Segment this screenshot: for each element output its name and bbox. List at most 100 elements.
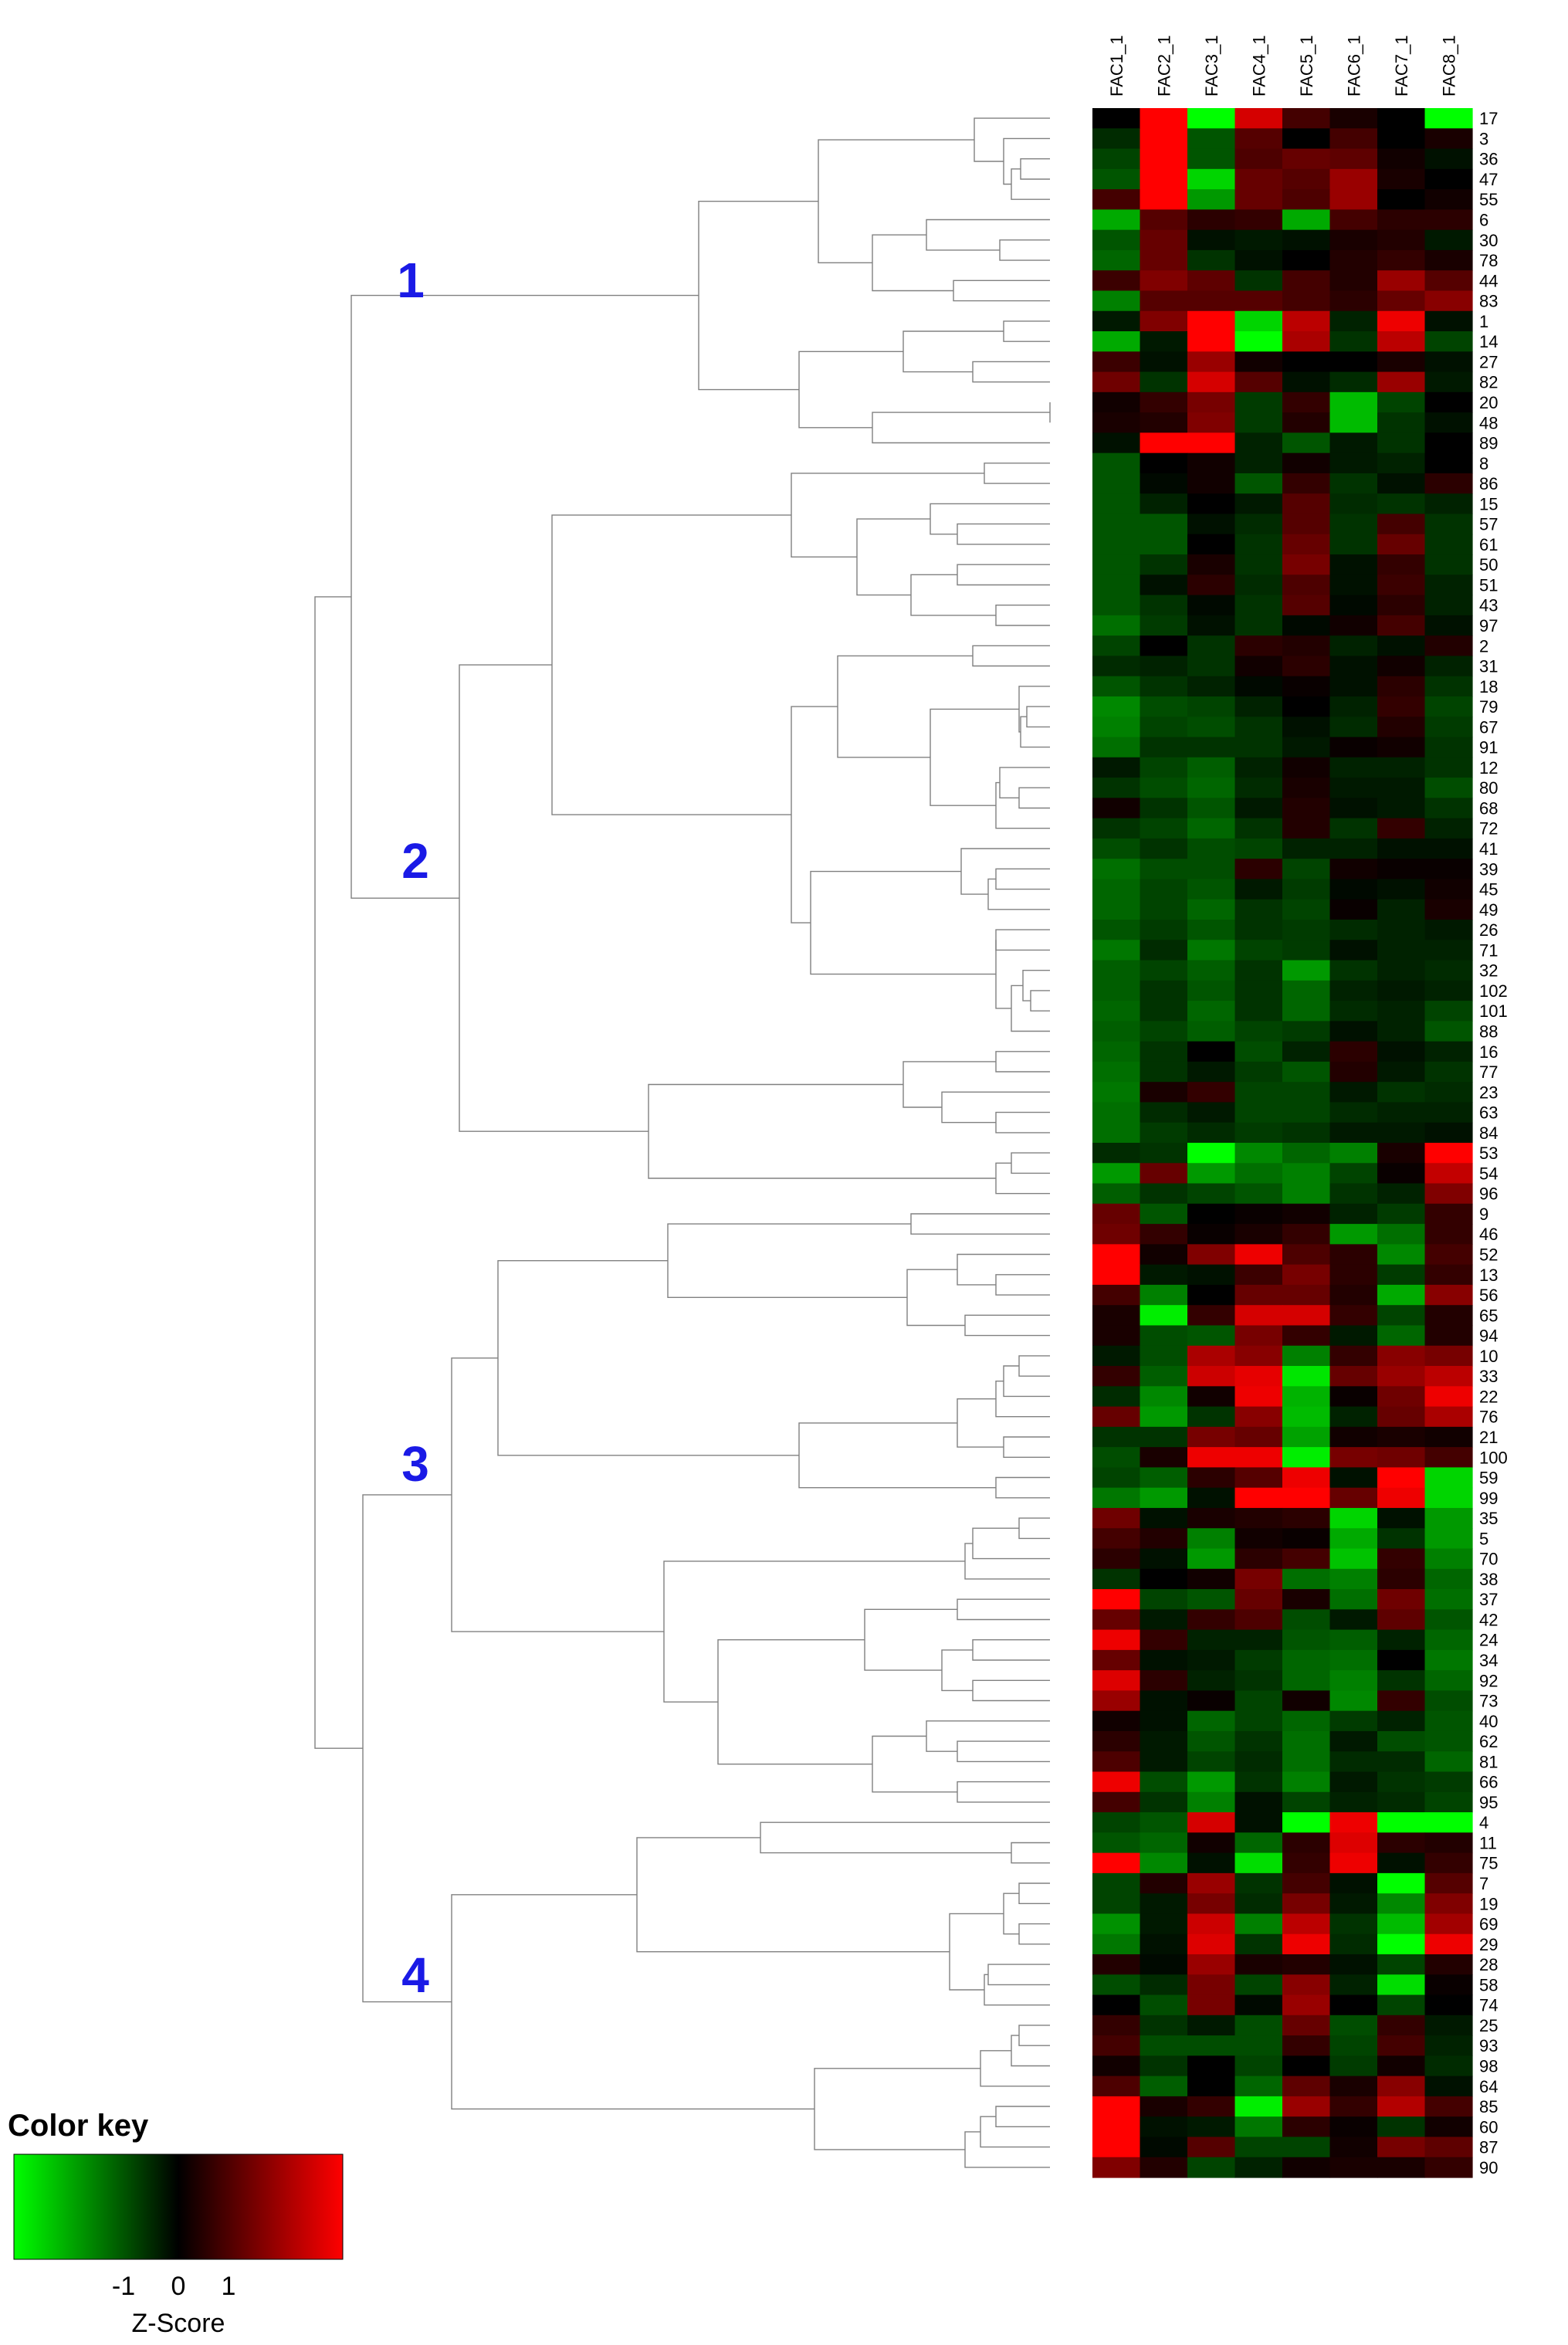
heatmap-cell [1140, 778, 1188, 798]
heatmap-cell [1282, 2157, 1331, 2178]
heatmap-cell [1187, 1609, 1236, 1631]
heatmap-cell [1424, 1548, 1473, 1570]
heatmap-cell [1377, 879, 1426, 900]
heatmap-cell [1234, 331, 1283, 352]
heatmap-cell [1282, 1913, 1331, 1935]
heatmap-cell [1282, 859, 1331, 880]
cluster-labels: 1 2 3 4 [397, 252, 429, 2003]
heatmap-cell [1329, 1649, 1378, 1671]
heatmap-cell [1329, 1305, 1378, 1327]
heatmap-cell [1187, 2015, 1236, 2036]
heatmap-cell [1329, 717, 1378, 738]
row-label: 59 [1479, 1469, 1498, 1488]
heatmap-cell [1377, 1203, 1426, 1225]
heatmap-cell [1187, 919, 1236, 940]
heatmap-cell [1377, 189, 1426, 210]
column-label: FAC3_1 [1202, 36, 1221, 97]
dendrogram-branch [995, 868, 1050, 890]
row-label: 61 [1479, 535, 1498, 554]
heatmap-cell [1377, 1122, 1426, 1144]
heatmap-cell [1140, 1771, 1188, 1793]
row-label: 35 [1479, 1509, 1498, 1528]
heatmap-cell [1424, 757, 1473, 778]
heatmap-cell [1424, 859, 1473, 880]
heatmap-cell [1377, 656, 1426, 677]
heatmap-cell [1234, 412, 1283, 433]
heatmap-cell [1282, 1507, 1331, 1529]
dendrogram-branch [926, 219, 1050, 251]
heatmap-cell [1282, 818, 1331, 839]
heatmap-cell [1092, 148, 1141, 170]
heatmap-cell [1092, 493, 1141, 515]
dendrogram-branch [760, 1821, 1050, 1854]
heatmap-cell [1424, 391, 1473, 413]
heatmap-cell [1187, 432, 1236, 454]
heatmap-cell [1377, 1284, 1426, 1306]
heatmap-cell [1424, 2096, 1473, 2117]
column-label: FAC1_1 [1107, 36, 1126, 97]
heatmap-cell [1377, 2035, 1426, 2056]
heatmap-cell [1424, 534, 1473, 555]
row-label: 97 [1479, 616, 1498, 635]
heatmap-cell [1329, 2137, 1378, 2158]
heatmap-cell [1234, 859, 1283, 880]
heatmap-cell [1092, 2157, 1141, 2178]
heatmap-cell [1140, 168, 1188, 190]
heatmap-cell [1424, 1771, 1473, 1793]
heatmap-cell [1234, 1528, 1283, 1550]
heatmap-cell [1234, 1082, 1283, 1103]
dendrogram-branch [1018, 1923, 1050, 1945]
heatmap-cell [1282, 1487, 1331, 1509]
heatmap-cell [1329, 1994, 1378, 2016]
heatmap-cell [1140, 2055, 1188, 2077]
heatmap-cell [1282, 1730, 1331, 1752]
dendrogram-branch [964, 1543, 1050, 1580]
heatmap-cell [1282, 108, 1331, 129]
heatmap-cell [1140, 2157, 1188, 2178]
heatmap-cell [1187, 595, 1236, 616]
row-label: 80 [1479, 778, 1498, 798]
heatmap-cell [1377, 1244, 1426, 1266]
heatmap-cell [1377, 1143, 1426, 1164]
heatmap-cell [1234, 229, 1283, 251]
legend-ticks: -1 0 1 [112, 2272, 236, 2301]
heatmap-cell [1234, 270, 1283, 292]
column-label: FAC2_1 [1154, 36, 1173, 97]
heatmap-cell [1377, 2015, 1426, 2036]
heatmap-cell [1092, 1244, 1141, 1266]
heatmap-cell [1092, 1061, 1141, 1083]
dendrogram-branch [636, 1837, 950, 1953]
dendrogram-branch [798, 351, 903, 429]
heatmap-cell [1424, 290, 1473, 312]
row-labels: 1733647556307844831142782204889886155761… [1479, 109, 1508, 2177]
heatmap-cell [1424, 919, 1473, 940]
heatmap-cell [1187, 1224, 1236, 1245]
heatmap-cell [1377, 391, 1426, 413]
heatmap-cell [1424, 493, 1473, 515]
heatmap-cell [1092, 229, 1141, 251]
heatmap-cell [1424, 1163, 1473, 1184]
row-label: 46 [1479, 1225, 1498, 1244]
heatmap-cell [1377, 412, 1426, 433]
heatmap-cell [1329, 1832, 1378, 1854]
heatmap-cell [1187, 879, 1236, 900]
heatmap-cell [1234, 1183, 1283, 1205]
dendrogram-branch [837, 655, 973, 758]
heatmap-cell [1092, 1528, 1141, 1550]
heatmap-cell [1424, 1933, 1473, 1955]
heatmap-cell [1234, 1041, 1283, 1062]
heatmap-cell [1424, 2055, 1473, 2077]
heatmap-cell [1187, 412, 1236, 433]
heatmap-cell [1140, 1447, 1188, 1468]
heatmap-cell [1234, 1102, 1283, 1123]
heatmap-cell [1092, 1670, 1141, 1692]
heatmap-cell [1092, 980, 1141, 1001]
heatmap-cell [1282, 1467, 1331, 1489]
heatmap-cell [1187, 1629, 1236, 1651]
heatmap-cell [1140, 757, 1188, 778]
heatmap-cell [1187, 1305, 1236, 1327]
heatmap-cell [1377, 1426, 1426, 1448]
heatmap-cell [1424, 412, 1473, 433]
heatmap-cell [1187, 1467, 1236, 1489]
dendrogram-branch [964, 2131, 1050, 2168]
